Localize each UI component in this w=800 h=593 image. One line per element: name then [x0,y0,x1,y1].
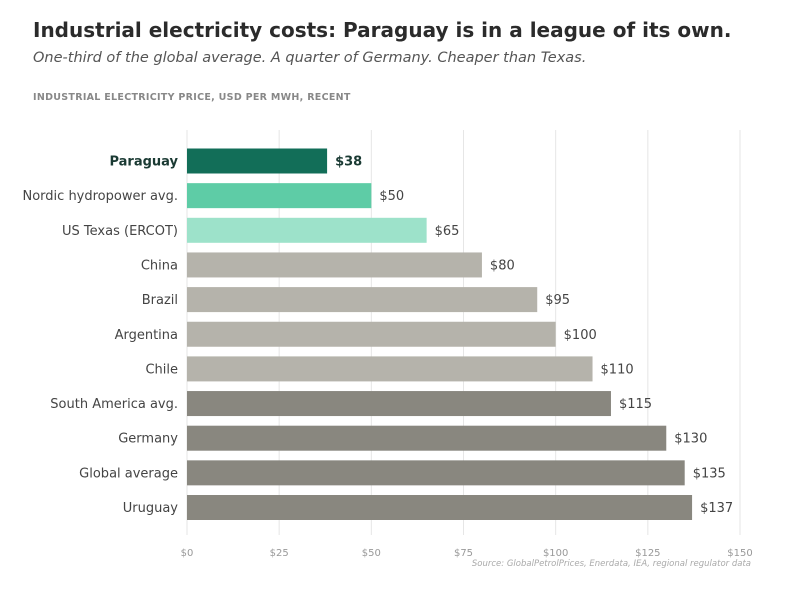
category-label: US Texas (ERCOT) [62,224,178,239]
category-label: Chile [145,362,178,377]
bar [187,391,611,417]
x-tick-label: $125 [635,548,660,559]
bar [187,287,538,313]
category-label: Nordic hydropower avg. [23,189,179,204]
category-label: Germany [118,432,178,447]
bar [187,252,482,278]
value-label: $80 [490,258,515,273]
x-tick-label: $75 [454,548,473,559]
chart-subtitle: One-third of the global average. A quart… [33,50,587,66]
category-label: Global average [79,466,178,481]
value-label: $135 [693,466,726,481]
bar [187,148,328,174]
category-label: China [141,258,178,273]
bar [187,495,693,520]
x-tick-label: $100 [543,548,568,559]
value-label: $95 [545,293,570,308]
bar [187,217,427,243]
category-label: Argentina [115,328,178,343]
value-label: $115 [619,397,652,412]
category-label: South America avg. [50,397,178,412]
value-label: $110 [601,362,634,377]
bar [187,356,593,382]
value-label: $137 [700,501,733,516]
bar [187,460,685,486]
x-tick-label: $50 [362,548,381,559]
category-labels: Paraguay Nordic hydropower avg. US Texas (… [23,155,179,517]
category-label: Uruguay [123,501,179,516]
source-note: Source: GlobalPetrolPrices, Enerdata, IE… [471,559,751,569]
x-tick-label: $0 [181,548,194,559]
chart-title: Industrial electricity costs: Paraguay i… [33,18,732,42]
value-label: $38 [335,155,362,170]
value-label: $50 [379,189,404,204]
axis-caption: INDUSTRIAL ELECTRICITY PRICE, USD PER MW… [33,92,351,103]
bar [187,183,372,209]
x-tick-label: $25 [270,548,289,559]
value-label: $65 [435,224,460,239]
value-label: $130 [674,432,707,447]
bar [187,321,556,347]
value-label: $100 [564,328,597,343]
x-axis-ticks: $0 $25 $50 $75 $100 $125 $150 [181,548,753,559]
value-labels: $38 $50 $65 $80 $95 $100 $110 $115 $130 $135 $137 [335,155,733,517]
x-tick-label: $150 [727,548,752,559]
bars [187,148,693,520]
bar [187,425,667,451]
category-label: Brazil [142,293,178,308]
category-label: Paraguay [109,155,178,170]
